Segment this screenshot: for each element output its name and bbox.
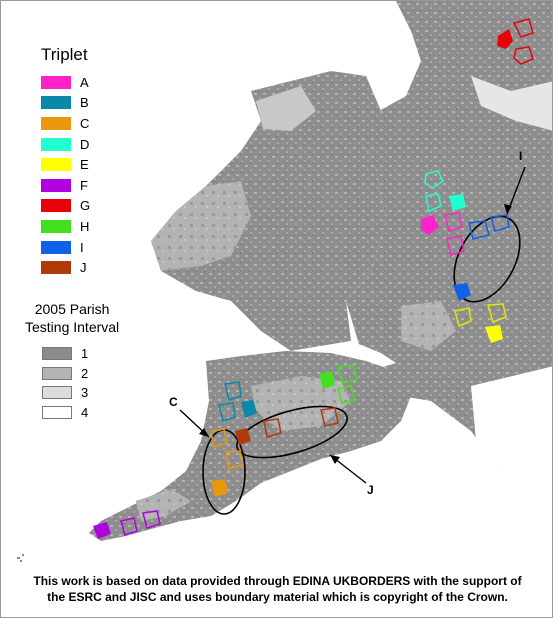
west-wales-region	[151, 181, 251, 271]
credit-text: This work is based on data provided thro…	[1, 573, 552, 605]
triplet-d-parishes	[424, 170, 466, 213]
bristol-area	[401, 301, 456, 351]
scilly-isles	[17, 554, 24, 562]
triplet-swatch	[41, 199, 71, 213]
triplet-swatch	[41, 96, 71, 110]
annotation-j: J	[367, 483, 374, 497]
triplet-legend-item: C	[41, 113, 90, 134]
interval-label: 1	[81, 346, 89, 362]
arrow-i-head	[504, 204, 512, 214]
triplet-j-parishes	[235, 407, 339, 445]
interval-label: 4	[81, 404, 89, 420]
triplet-label: E	[80, 157, 89, 173]
triplet-swatch	[41, 178, 71, 192]
triplet-c-parishes	[210, 428, 243, 497]
southwest-peninsula	[89, 351, 411, 541]
triplet-h-parishes	[319, 364, 358, 404]
interval-swatch	[42, 386, 72, 400]
triplet-label: F	[80, 177, 88, 193]
triplet-swatch	[41, 116, 71, 130]
triplet-legend-item: J	[41, 257, 90, 278]
credit-line-2: the ESRC and JISC and uses boundary mate…	[47, 590, 508, 604]
triplet-label: H	[80, 218, 90, 234]
north-wales-region	[256, 86, 316, 131]
triplet-label: C	[80, 115, 90, 131]
triplet-label: D	[80, 136, 90, 152]
triplet-b-parishes	[218, 381, 257, 422]
triplet-legend-item: E	[41, 154, 90, 175]
triplet-legend-item: F	[41, 175, 90, 196]
interval-legend-title-line2: Testing Interval	[25, 319, 120, 335]
interval-legend-item: 1	[25, 344, 119, 364]
triplet-label: I	[80, 239, 84, 255]
arrow-j-head	[330, 455, 340, 464]
triplet-swatch	[41, 75, 71, 89]
dartmoor-area	[251, 376, 351, 431]
interval-swatch	[42, 347, 72, 361]
triplet-label: B	[80, 95, 89, 111]
cornwall-light-area	[136, 489, 191, 521]
triplet-legend-item: I	[41, 237, 90, 258]
triplet-legend-item: H	[41, 216, 90, 237]
triplet-swatch	[41, 240, 71, 254]
interval-swatch	[42, 366, 72, 380]
triplet-label: J	[80, 260, 87, 276]
white-area-east	[471, 366, 552, 471]
wales-region	[151, 71, 386, 351]
triplet-f-parishes	[93, 510, 161, 539]
interval-legend-item: 2	[25, 364, 119, 384]
triplet-label: A	[80, 74, 89, 90]
triplet-e-parishes	[454, 303, 507, 343]
severn-estuary	[291, 341, 396, 369]
triplet-swatch	[41, 261, 71, 275]
triplet-label: G	[80, 198, 91, 214]
triplet-legend-title: Triplet	[41, 45, 88, 64]
annotation-i: I	[519, 149, 523, 163]
interval-swatch	[42, 405, 72, 419]
credit-line-1: This work is based on data provided thro…	[33, 574, 522, 588]
arrow-c-head	[199, 428, 209, 437]
triplet-g-parishes	[497, 18, 534, 65]
interval-legend-item: 4	[25, 403, 119, 423]
annotation-c: C	[169, 395, 178, 409]
interval-legend-title-line1: 2005 Parish	[34, 301, 110, 317]
interval-legend-item: 3	[25, 383, 119, 403]
triplet-a-parishes	[421, 212, 465, 256]
interval-legend-title: 2005 Parish Testing Interval	[25, 300, 119, 336]
england-region	[346, 1, 552, 471]
triplet-legend-item: A	[41, 72, 90, 93]
triplet-swatch	[41, 219, 71, 233]
triplet-legend-item: D	[41, 134, 90, 155]
interval-label: 2	[81, 365, 89, 381]
interval-legend: 2005 Parish Testing Interval 1 2 3 4	[25, 300, 119, 422]
triplet-i-parishes	[453, 214, 510, 301]
triplet-swatch	[41, 158, 71, 172]
triplet-swatch	[41, 137, 71, 151]
triplet-legend-item: G	[41, 196, 90, 217]
white-area-north	[471, 76, 552, 131]
interval-label: 3	[81, 385, 89, 401]
ellipse-triplet-j	[236, 405, 348, 459]
triplet-legend-item: B	[41, 93, 90, 114]
